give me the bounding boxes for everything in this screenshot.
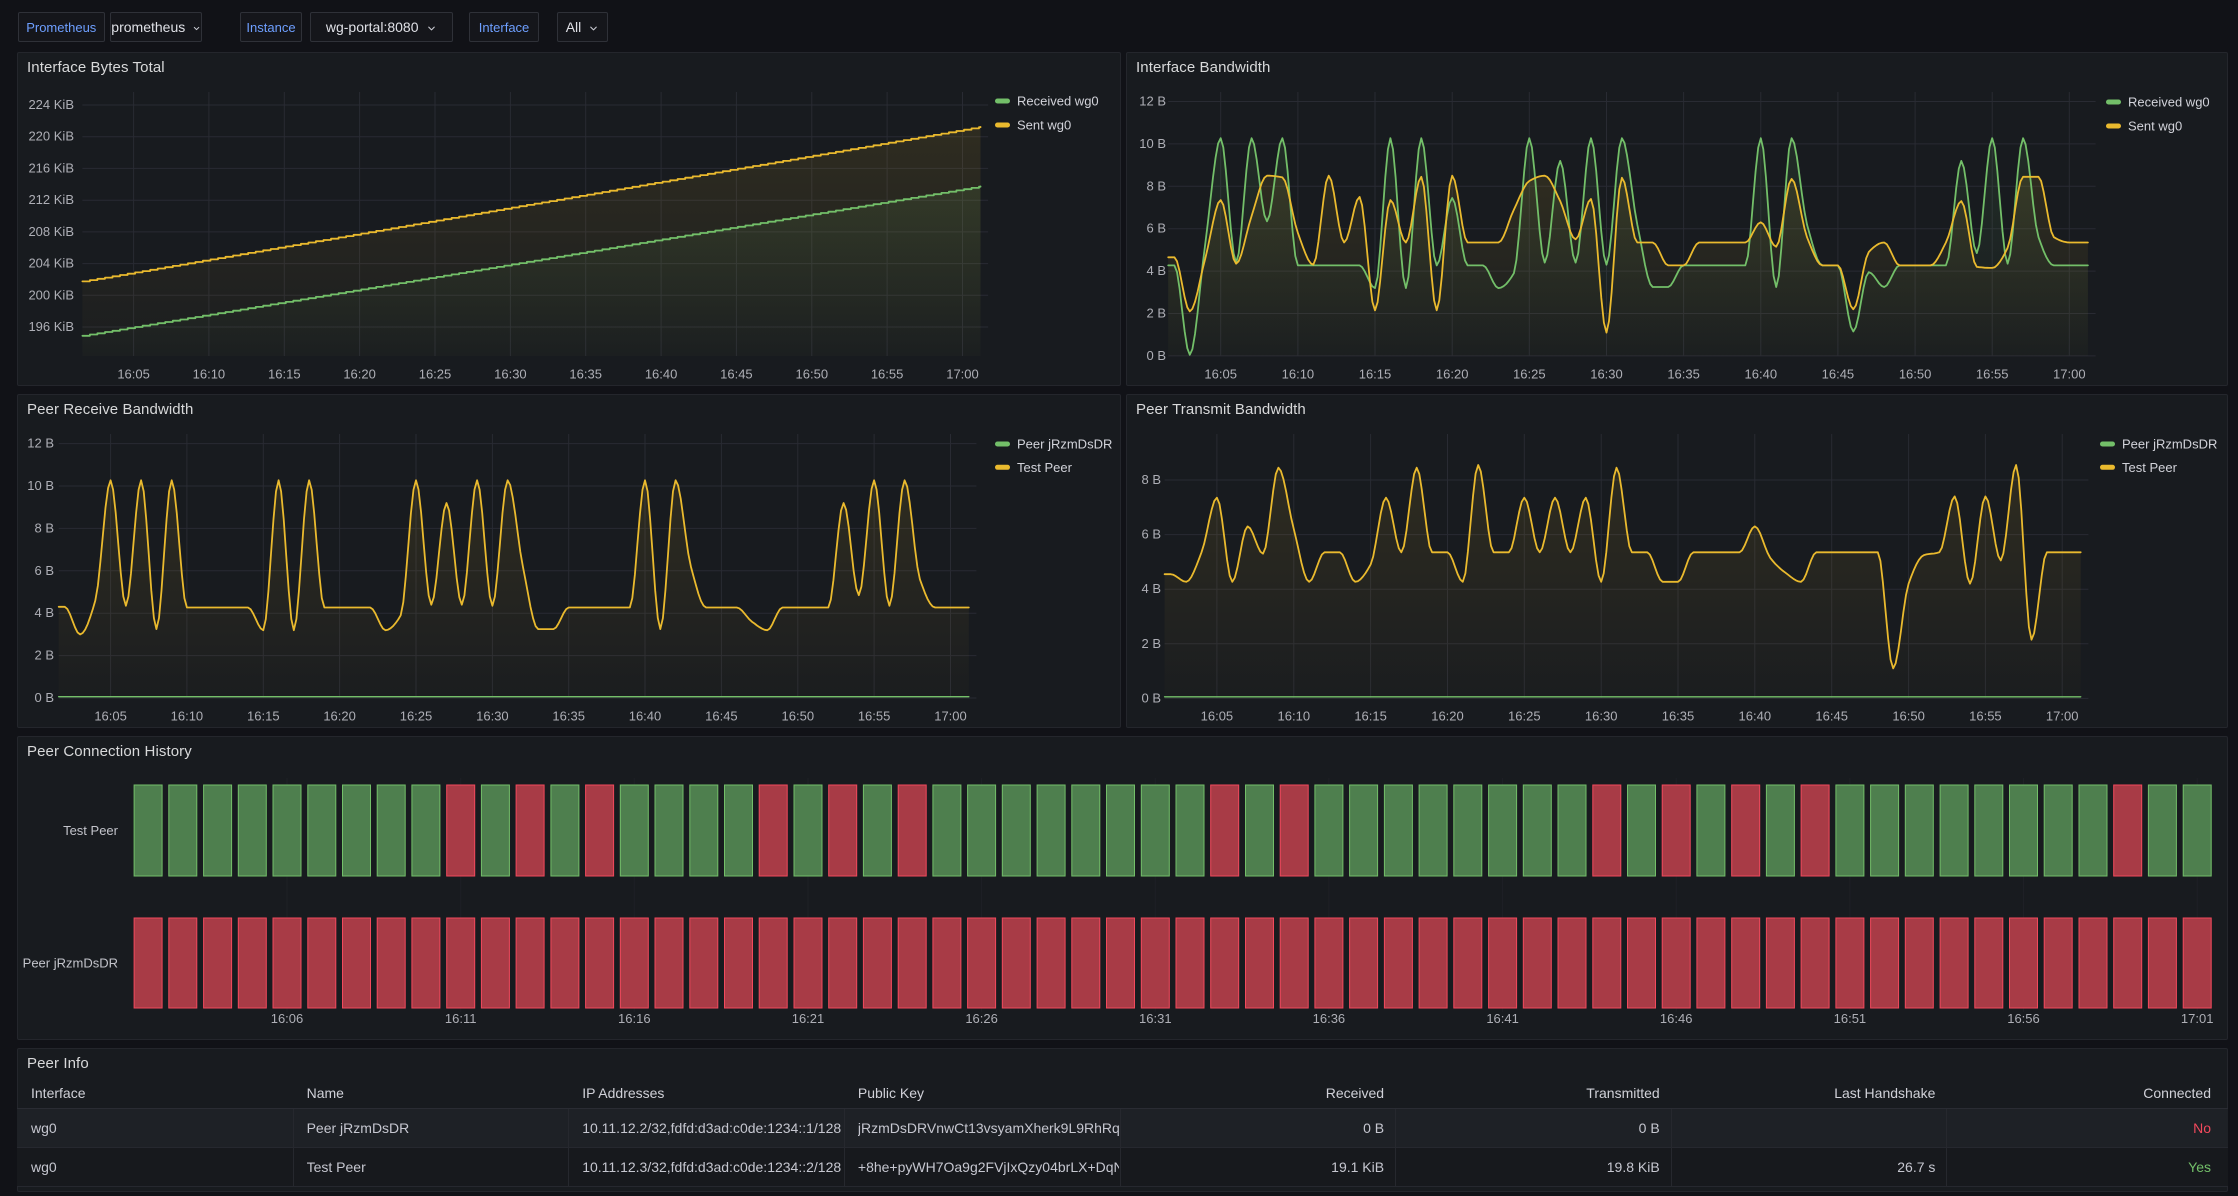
svg-text:Peer jRzmDsDR: Peer jRzmDsDR xyxy=(2122,437,2217,452)
svg-text:16:55: 16:55 xyxy=(1976,367,2009,382)
svg-text:16:11: 16:11 xyxy=(445,1011,477,1026)
svg-text:200 KiB: 200 KiB xyxy=(28,287,74,302)
svg-text:Peer jRzmDsDR: Peer jRzmDsDR xyxy=(1017,437,1112,452)
svg-text:16:10: 16:10 xyxy=(1278,709,1311,724)
svg-text:16:10: 16:10 xyxy=(193,367,226,382)
svg-text:17:00: 17:00 xyxy=(946,367,979,382)
svg-text:16:30: 16:30 xyxy=(476,709,509,724)
svg-text:Received wg0: Received wg0 xyxy=(1017,94,1099,109)
svg-text:12 B: 12 B xyxy=(27,436,54,451)
svg-text:17:00: 17:00 xyxy=(2046,709,2079,724)
svg-text:216 KiB: 216 KiB xyxy=(28,160,74,175)
svg-text:16:45: 16:45 xyxy=(705,709,738,724)
svg-text:8 B: 8 B xyxy=(1146,178,1166,193)
svg-text:16:20: 16:20 xyxy=(343,367,376,382)
svg-text:16:35: 16:35 xyxy=(1662,709,1695,724)
svg-text:17:01: 17:01 xyxy=(2181,1011,2214,1026)
svg-text:16:55: 16:55 xyxy=(871,367,904,382)
svg-text:16:50: 16:50 xyxy=(796,367,829,382)
svg-text:16:46: 16:46 xyxy=(1660,1011,1693,1026)
svg-text:0 B: 0 B xyxy=(34,690,54,705)
svg-text:16:50: 16:50 xyxy=(1892,709,1925,724)
svg-text:Sent wg0: Sent wg0 xyxy=(2128,119,2182,134)
svg-text:212 KiB: 212 KiB xyxy=(28,192,74,207)
svg-text:8 B: 8 B xyxy=(1141,472,1161,487)
svg-text:16:56: 16:56 xyxy=(2007,1011,2040,1026)
svg-text:16:45: 16:45 xyxy=(1815,709,1848,724)
svg-text:208 KiB: 208 KiB xyxy=(28,224,74,239)
svg-text:2 B: 2 B xyxy=(1141,636,1161,651)
svg-text:Test Peer: Test Peer xyxy=(1017,460,1073,475)
svg-text:16:05: 16:05 xyxy=(1204,367,1237,382)
svg-text:16:05: 16:05 xyxy=(117,367,150,382)
svg-text:8 B: 8 B xyxy=(34,520,54,535)
svg-text:16:05: 16:05 xyxy=(1201,709,1234,724)
svg-text:16:40: 16:40 xyxy=(629,709,662,724)
svg-text:16:45: 16:45 xyxy=(1822,367,1855,382)
svg-text:16:55: 16:55 xyxy=(858,709,891,724)
svg-text:16:25: 16:25 xyxy=(1508,709,1541,724)
svg-text:16:25: 16:25 xyxy=(400,709,433,724)
svg-text:17:00: 17:00 xyxy=(934,709,967,724)
svg-text:16:16: 16:16 xyxy=(618,1011,651,1026)
svg-text:16:10: 16:10 xyxy=(1282,367,1315,382)
svg-text:16:40: 16:40 xyxy=(1745,367,1778,382)
svg-text:16:25: 16:25 xyxy=(1513,367,1546,382)
svg-text:16:55: 16:55 xyxy=(1969,709,2002,724)
svg-text:16:31: 16:31 xyxy=(1139,1011,1172,1026)
svg-text:17:00: 17:00 xyxy=(2053,367,2086,382)
svg-text:16:30: 16:30 xyxy=(494,367,527,382)
svg-text:16:10: 16:10 xyxy=(171,709,204,724)
svg-text:Sent wg0: Sent wg0 xyxy=(1017,118,1071,133)
svg-text:Received wg0: Received wg0 xyxy=(2128,95,2210,110)
svg-text:16:25: 16:25 xyxy=(419,367,452,382)
svg-text:16:35: 16:35 xyxy=(569,367,602,382)
svg-text:16:35: 16:35 xyxy=(552,709,585,724)
svg-text:16:30: 16:30 xyxy=(1590,367,1623,382)
svg-text:16:21: 16:21 xyxy=(792,1011,825,1026)
svg-text:6 B: 6 B xyxy=(1141,527,1161,542)
svg-text:4 B: 4 B xyxy=(1141,581,1161,596)
svg-text:220 KiB: 220 KiB xyxy=(28,129,74,144)
svg-text:0 B: 0 B xyxy=(1146,348,1166,363)
svg-text:16:36: 16:36 xyxy=(1313,1011,1346,1026)
svg-text:196 KiB: 196 KiB xyxy=(28,319,74,334)
svg-text:0 B: 0 B xyxy=(1141,690,1161,705)
svg-text:204 KiB: 204 KiB xyxy=(28,256,74,271)
svg-text:16:40: 16:40 xyxy=(645,367,678,382)
svg-text:10 B: 10 B xyxy=(1139,136,1166,151)
svg-text:16:30: 16:30 xyxy=(1585,709,1618,724)
svg-text:10 B: 10 B xyxy=(27,478,54,493)
svg-text:2 B: 2 B xyxy=(1146,306,1166,321)
svg-text:4 B: 4 B xyxy=(34,605,54,620)
svg-text:16:35: 16:35 xyxy=(1667,367,1700,382)
svg-text:16:41: 16:41 xyxy=(1486,1011,1519,1026)
svg-text:6 B: 6 B xyxy=(1146,221,1166,236)
svg-text:16:15: 16:15 xyxy=(1354,709,1387,724)
svg-text:16:05: 16:05 xyxy=(94,709,127,724)
svg-text:16:51: 16:51 xyxy=(1834,1011,1867,1026)
svg-text:16:15: 16:15 xyxy=(247,709,280,724)
svg-text:16:20: 16:20 xyxy=(1436,367,1469,382)
svg-text:16:20: 16:20 xyxy=(323,709,356,724)
svg-text:16:50: 16:50 xyxy=(782,709,815,724)
svg-text:12 B: 12 B xyxy=(1139,94,1166,109)
svg-text:16:26: 16:26 xyxy=(965,1011,998,1026)
svg-text:16:15: 16:15 xyxy=(268,367,301,382)
svg-text:2 B: 2 B xyxy=(34,648,54,663)
svg-text:Peer jRzmDsDR: Peer jRzmDsDR xyxy=(23,956,118,971)
svg-text:6 B: 6 B xyxy=(34,563,54,578)
svg-text:Test Peer: Test Peer xyxy=(63,823,119,838)
svg-text:16:45: 16:45 xyxy=(720,367,753,382)
svg-text:16:15: 16:15 xyxy=(1359,367,1392,382)
svg-text:16:40: 16:40 xyxy=(1739,709,1772,724)
svg-text:16:50: 16:50 xyxy=(1899,367,1932,382)
svg-text:16:06: 16:06 xyxy=(271,1011,304,1026)
svg-text:Test Peer: Test Peer xyxy=(2122,460,2178,475)
svg-text:16:20: 16:20 xyxy=(1431,709,1464,724)
svg-text:224 KiB: 224 KiB xyxy=(28,97,74,112)
svg-text:4 B: 4 B xyxy=(1146,263,1166,278)
